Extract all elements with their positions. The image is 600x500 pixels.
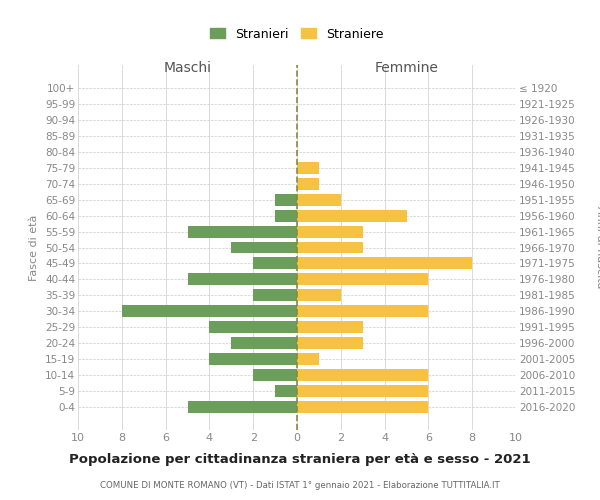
Legend: Stranieri, Straniere: Stranieri, Straniere [206,24,388,44]
Bar [297,242,362,254]
Bar [187,274,297,285]
Bar [275,210,297,222]
Bar [232,338,297,349]
Bar [297,402,428,413]
Bar [297,162,319,173]
Bar [209,354,297,366]
Bar [297,338,362,349]
Bar [253,370,297,382]
Bar [297,386,428,398]
Bar [297,258,472,270]
Y-axis label: Anni di nascita: Anni di nascita [595,206,600,289]
Bar [297,194,341,205]
Bar [297,226,362,237]
Bar [275,194,297,205]
Bar [297,178,319,190]
Bar [253,290,297,302]
Bar [187,402,297,413]
Bar [297,290,341,302]
Text: Femmine: Femmine [374,61,439,75]
Bar [253,258,297,270]
Bar [209,322,297,334]
Bar [232,242,297,254]
Text: COMUNE DI MONTE ROMANO (VT) - Dati ISTAT 1° gennaio 2021 - Elaborazione TUTTITAL: COMUNE DI MONTE ROMANO (VT) - Dati ISTAT… [100,480,500,490]
Bar [297,306,428,318]
Bar [297,274,428,285]
Bar [187,226,297,237]
Bar [297,354,319,366]
Bar [297,210,407,222]
Bar [297,322,362,334]
Text: Popolazione per cittadinanza straniera per età e sesso - 2021: Popolazione per cittadinanza straniera p… [69,452,531,466]
Y-axis label: Fasce di età: Fasce di età [29,214,40,280]
Text: Maschi: Maschi [163,61,212,75]
Bar [275,386,297,398]
Bar [122,306,297,318]
Bar [297,370,428,382]
